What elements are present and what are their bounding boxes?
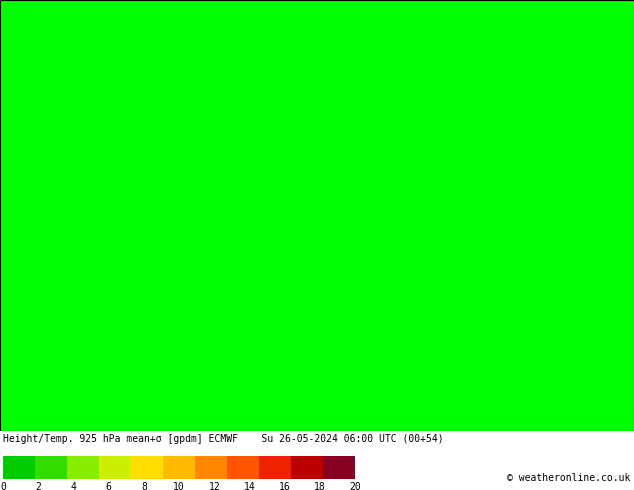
Text: 20: 20 bbox=[349, 482, 361, 490]
Bar bbox=[99, 456, 131, 479]
Bar bbox=[227, 456, 259, 479]
Text: 8: 8 bbox=[141, 482, 147, 490]
Bar bbox=[195, 456, 227, 479]
Text: 12: 12 bbox=[209, 482, 220, 490]
Text: 4: 4 bbox=[70, 482, 77, 490]
Bar bbox=[35, 456, 67, 479]
Text: 2: 2 bbox=[36, 482, 41, 490]
Text: Height/Temp. 925 hPa mean+σ [gpdm] ECMWF    Su 26-05-2024 06:00 UTC (00+54): Height/Temp. 925 hPa mean+σ [gpdm] ECMWF… bbox=[3, 434, 444, 444]
Text: © weatheronline.co.uk: © weatheronline.co.uk bbox=[507, 473, 631, 483]
Bar bbox=[291, 456, 323, 479]
Text: 10: 10 bbox=[173, 482, 185, 490]
Text: 18: 18 bbox=[314, 482, 326, 490]
Text: 0: 0 bbox=[0, 482, 6, 490]
Bar bbox=[131, 456, 163, 479]
Bar bbox=[67, 456, 99, 479]
Bar bbox=[163, 456, 195, 479]
Bar bbox=[259, 456, 291, 479]
Text: 14: 14 bbox=[243, 482, 256, 490]
Bar bbox=[323, 456, 355, 479]
Bar bbox=[3, 456, 35, 479]
Text: 6: 6 bbox=[106, 482, 112, 490]
Text: 16: 16 bbox=[279, 482, 290, 490]
